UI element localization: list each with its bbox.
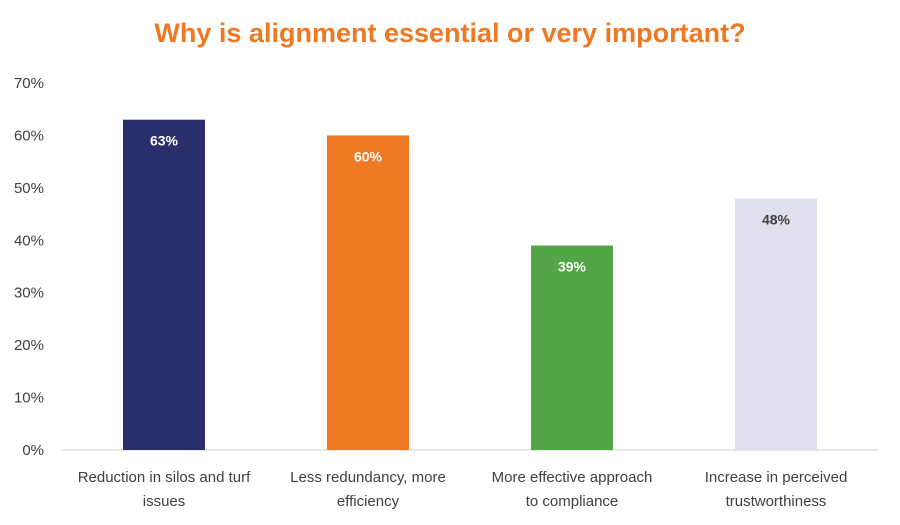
category-label: to compliance xyxy=(526,493,619,510)
bar xyxy=(327,135,409,450)
category-label: Less redundancy, more xyxy=(290,469,446,486)
y-tick-label: 40% xyxy=(14,232,44,249)
chart-title: Why is alignment essential or very impor… xyxy=(154,18,746,48)
category-label: efficiency xyxy=(337,493,400,510)
y-tick-label: 10% xyxy=(14,390,44,407)
data-label: 48% xyxy=(762,211,791,227)
y-tick-label: 60% xyxy=(14,127,44,144)
bar xyxy=(123,119,205,450)
category-label: More effective approach xyxy=(492,469,653,486)
y-tick-label: 20% xyxy=(14,337,44,354)
data-label: 39% xyxy=(558,259,587,275)
y-tick-label: 30% xyxy=(14,285,44,302)
data-label: 60% xyxy=(354,148,383,164)
y-tick-label: 0% xyxy=(22,442,44,459)
y-tick-label: 50% xyxy=(14,180,44,197)
data-label: 63% xyxy=(150,133,179,149)
y-tick-label: 70% xyxy=(14,75,44,92)
category-label: Reduction in silos and turf xyxy=(78,469,251,486)
category-label: Increase in perceived xyxy=(705,469,848,486)
bar xyxy=(531,245,613,450)
category-label: trustworthiness xyxy=(726,493,827,510)
category-label: issues xyxy=(143,493,186,510)
bar xyxy=(735,198,817,450)
